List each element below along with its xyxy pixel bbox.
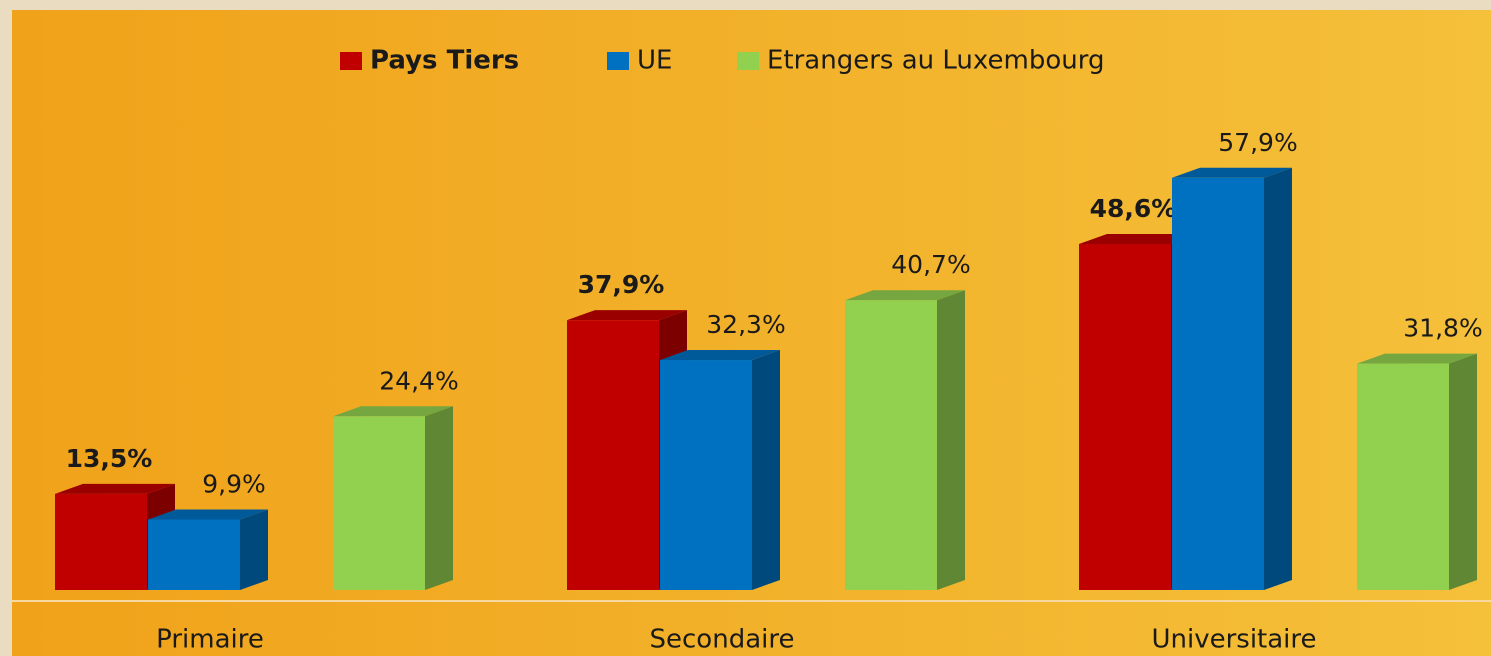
bar [1357, 363, 1449, 590]
legend-swatch [737, 52, 759, 70]
bar [1172, 177, 1264, 590]
bar [660, 360, 752, 590]
legend: Pays Tiers UE Etrangers au Luxembourg [340, 46, 1104, 76]
data-label: 24,4% [379, 366, 458, 395]
x-tick-label: Secondaire [650, 625, 795, 655]
bar-top [1172, 167, 1292, 178]
legend-label: Pays Tiers [370, 46, 519, 76]
data-label: 13,5% [66, 444, 153, 473]
bar-side [425, 406, 453, 590]
bar-top [660, 350, 780, 361]
bar-top [55, 483, 175, 494]
legend-label: Etrangers au Luxembourg [767, 46, 1104, 76]
bar [845, 300, 937, 590]
x-tick-label: Universitaire [1151, 625, 1316, 655]
bar-side [1449, 353, 1477, 590]
bar-top [567, 310, 687, 321]
data-label: 48,6% [1090, 194, 1177, 223]
bar-side [1264, 167, 1292, 590]
bar-top [333, 406, 453, 417]
bar-side [752, 350, 780, 590]
bar-side [937, 290, 965, 590]
legend-swatch [607, 52, 629, 70]
bar [567, 320, 659, 590]
x-tick-label: Primaire [156, 625, 264, 655]
bar-top [148, 509, 268, 520]
bar-side [240, 509, 268, 590]
bar [148, 519, 240, 590]
legend-swatch [340, 52, 362, 70]
bar [1079, 243, 1171, 590]
bar-top [1357, 353, 1477, 364]
data-label: 9,9% [202, 470, 266, 499]
data-label: 32,3% [706, 310, 785, 339]
data-label: 31,8% [1403, 314, 1482, 343]
bar-top [1079, 233, 1199, 244]
bar [333, 416, 425, 590]
bar-top [845, 290, 965, 301]
bar [55, 493, 147, 590]
legend-label: UE [637, 46, 672, 76]
data-label: 37,9% [578, 270, 665, 299]
data-label: 40,7% [891, 250, 970, 279]
data-label: 57,9% [1218, 128, 1297, 157]
